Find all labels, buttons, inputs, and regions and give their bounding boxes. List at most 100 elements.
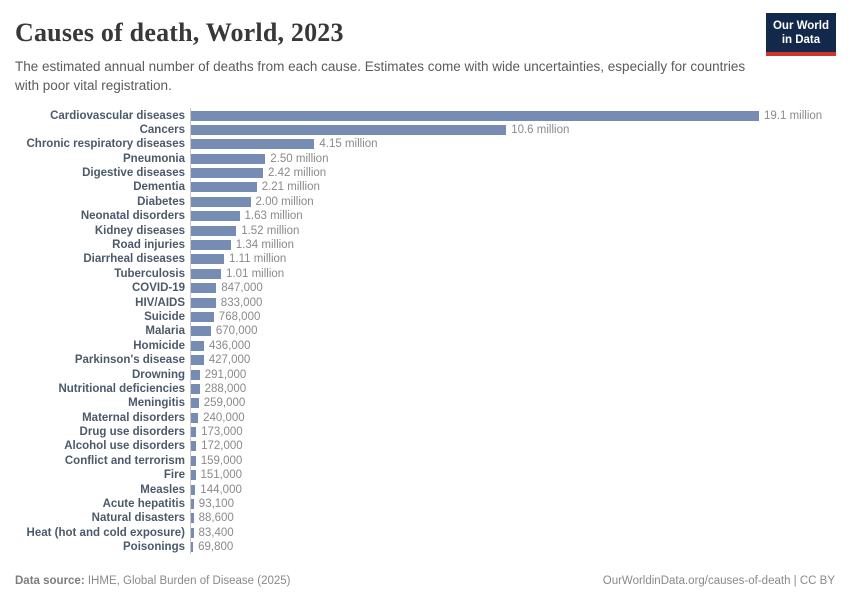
bar[interactable] [191,470,196,481]
bar-value-label: 2.21 million [261,181,320,194]
bar[interactable] [191,268,221,279]
bar-category-label: HIV/AIDS [135,296,185,309]
bar[interactable] [191,340,204,351]
bar-category-label: Diarrheal diseases [83,253,185,266]
bar[interactable] [191,369,200,380]
bar-row: Heat (hot and cold exposure) 83,400 [15,525,835,541]
owid-logo-line1: Our World [772,20,829,32]
bar[interactable] [191,211,240,222]
bar-track: 2.00 million [190,194,835,210]
bar[interactable] [191,110,759,121]
bar-value-label: 83,400 [198,526,234,539]
bar[interactable] [191,513,194,524]
bar-category-label: Heat (hot and cold exposure) [26,526,185,539]
bar-value-label: 833,000 [220,296,263,309]
bar-value-label: 172,000 [201,440,243,453]
bar[interactable] [191,484,196,495]
bar-chart: Cardiovascular diseases 19.1 million Cance… [0,108,850,555]
bar-value-label: 88,600 [198,512,234,525]
bar-category-label: Homicide [133,339,185,352]
bar[interactable] [191,168,263,179]
bar-track: 19.1 million [190,108,835,123]
bar[interactable] [191,225,237,236]
bar[interactable] [191,196,251,207]
bar[interactable] [191,240,231,251]
bar-value-label: 2.50 million [270,152,329,165]
bar[interactable] [191,326,211,337]
bar[interactable] [191,254,224,265]
bar-value-label: 259,000 [203,397,246,410]
bar-value-label: 159,000 [200,454,243,467]
chart-footer: Data source: IHME, Global Burden of Dise… [15,575,835,587]
bar-track: 427,000 [190,352,835,368]
bar[interactable] [191,283,217,294]
bar-value-label: 69,800 [198,541,234,554]
owid-logo: Our World in Data [765,13,836,56]
bar-row: Maternal disorders 240,000 [15,410,835,425]
bar[interactable] [191,441,197,452]
bar[interactable] [191,124,507,135]
bar-row: Cardiovascular diseases 19.1 million [15,108,835,123]
bar-category-label: Dementia [133,181,185,194]
bar-row: Cancers 10.6 million [15,122,835,138]
bar-track: 670,000 [190,324,835,339]
bar-category-label: Drowning [131,368,185,381]
bar-row: Nutritional deficiencies 288,000 [15,381,835,397]
bar-category-label: COVID-19 [131,282,185,295]
bar-row: Road injuries 1.34 million [15,237,835,253]
bar[interactable] [191,297,216,308]
bar-category-label: Digestive diseases [82,167,185,180]
bar-row: Chronic respiratory diseases 4.15 million [15,137,835,152]
bar-row: Suicide 768,000 [15,309,835,325]
bar-row: Acute hepatitis 93,100 [15,496,835,512]
bar[interactable] [191,383,200,394]
chart-header: Causes of death, World, 2023 The estimat… [0,0,850,95]
attribution-link[interactable]: OurWorldinData.org/causes-of-death | CC … [602,575,835,587]
bar-category-label: Tuberculosis [114,267,185,280]
bar-track: 847,000 [190,281,835,296]
bar[interactable] [191,398,199,409]
bar-track: 93,100 [190,496,835,512]
bar-category-label: Cancers [139,123,185,136]
bar-category-label: Suicide [144,310,185,323]
owid-logo-line2: in Data [781,34,821,47]
bar-track: 83,400 [190,525,835,541]
bar-row: Natural disasters 88,600 [15,511,835,526]
bar-row: Alcohol use disorders 172,000 [15,439,835,454]
bar-value-label: 1.34 million [235,239,294,252]
bar-value-label: 847,000 [221,282,263,295]
bar-row: Neonatal disorders 1.63 million [15,209,835,224]
bar[interactable] [191,153,266,164]
bar-category-label: Malaria [145,325,185,338]
bar-track: 240,000 [190,410,835,425]
bar[interactable] [191,139,315,150]
bar-row: Kidney diseases 1.52 million [15,223,835,238]
bar-row: Tuberculosis 1.01 million [15,266,835,281]
bar[interactable] [191,455,196,466]
bar-track: 151,000 [190,468,835,483]
bar-category-label: Drug use disorders [79,426,185,439]
bar-category-label: Chronic respiratory diseases [26,138,185,151]
bar[interactable] [191,355,204,366]
bar-category-label: Road injuries [112,239,185,252]
bar-row: HIV/AIDS 833,000 [15,295,835,310]
bar[interactable] [191,427,197,438]
bar-track: 173,000 [190,424,835,440]
bar-row: Measles 144,000 [15,482,835,497]
bar[interactable] [191,412,199,423]
bar-row: Pneumonia 2.50 million [15,151,835,166]
bar-value-label: 1.63 million [244,210,303,223]
bar-value-label: 1.52 million [241,224,300,237]
bar[interactable] [191,527,194,538]
bar[interactable] [191,499,194,510]
bar[interactable] [191,542,194,553]
bar-track: 288,000 [190,381,835,397]
bar[interactable] [191,182,257,193]
bar-category-label: Natural disasters [91,512,185,525]
bar-category-label: Parkinson's disease [74,354,185,367]
bar-category-label: Cardiovascular diseases [50,109,185,122]
bar-track: 768,000 [190,309,835,325]
bar-track: 172,000 [190,439,835,454]
bar[interactable] [191,311,214,322]
